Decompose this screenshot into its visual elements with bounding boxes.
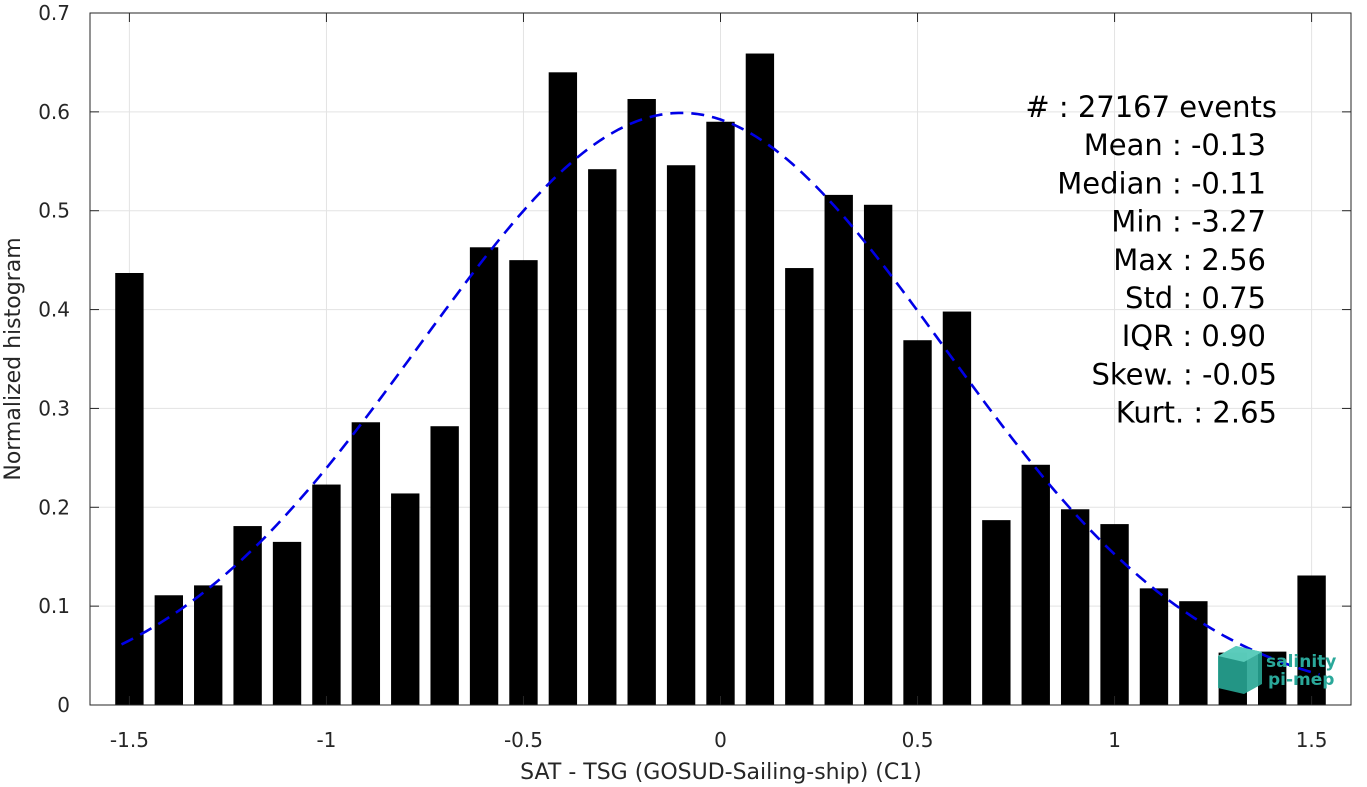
- logo-line-2: pi-mep: [1268, 670, 1334, 690]
- histogram-bar: [785, 268, 814, 705]
- x-tick-labels: -1.5 -1 -0.5 0 0.5 1 1.5: [110, 728, 1328, 752]
- histogram-bar: [391, 493, 420, 705]
- histogram-bar: [351, 422, 381, 705]
- stats-line: Min : -3.27: [1111, 205, 1266, 239]
- histogram-bar: [982, 520, 1011, 705]
- histogram-bar: [863, 204, 893, 706]
- histogram-bar: [312, 484, 341, 705]
- axis-ticks: [90, 12, 1351, 706]
- x-tick-label: 0: [714, 728, 727, 752]
- histogram-bar: [1060, 509, 1090, 705]
- histogram-bar: [1258, 651, 1287, 705]
- y-tick-label: 0.5: [38, 199, 70, 223]
- histogram-bar: [1139, 588, 1169, 705]
- stats-line: Std : 0.75: [1125, 281, 1266, 315]
- normal-fit-curve: [120, 111, 1320, 676]
- histogram-bar: [115, 272, 144, 705]
- histogram-bar: [469, 247, 499, 705]
- histogram-bar: [745, 53, 775, 705]
- histogram-bar: [1297, 575, 1326, 705]
- salinity-pimep-logo: salinity pi-mep: [1218, 646, 1336, 694]
- logo-line-1: salinity: [1266, 652, 1336, 672]
- x-tick-label: 1.5: [1296, 728, 1328, 752]
- logo-cube-shade: [1218, 646, 1262, 662]
- histogram-bar: [548, 72, 578, 706]
- histogram-bar: [154, 595, 183, 705]
- x-tick-label: 1: [1108, 728, 1121, 752]
- histogram-bar: [666, 165, 696, 706]
- histogram-bar: [194, 585, 223, 705]
- histogram-bar: [588, 169, 617, 706]
- y-tick-label: 0.6: [38, 100, 70, 124]
- y-tick-label: 0.2: [38, 495, 70, 519]
- stats-line: Max : 2.56: [1113, 243, 1266, 277]
- stats-line: # : 27167 events: [1025, 90, 1277, 124]
- histogram-bar: [903, 340, 932, 705]
- x-tick-label: -0.5: [504, 728, 543, 752]
- stats-line: Kurt. : 2.65: [1116, 396, 1277, 430]
- histogram-bar: [1100, 524, 1129, 705]
- histogram-bar: [942, 311, 972, 705]
- stats-line: IQR : 0.90: [1122, 319, 1266, 353]
- y-tick-label: 0.7: [38, 1, 70, 25]
- stats-annotation: # : 27167 events Mean : -0.13 Median : -0.…: [1025, 90, 1277, 430]
- histogram-bar: [272, 541, 302, 705]
- stats-line: Mean : -0.13: [1084, 128, 1266, 162]
- histogram-bar: [824, 194, 853, 705]
- histogram-bar: [430, 426, 459, 705]
- y-tick-label: 0.4: [38, 298, 70, 322]
- histogram-bar: [1021, 464, 1050, 705]
- stats-line: Skew. : -0.05: [1091, 357, 1277, 391]
- y-tick-label: 0: [57, 693, 70, 717]
- histogram-bar: [627, 99, 656, 705]
- x-axis-label: SAT - TSG (GOSUD-Sailing-ship) (C1): [520, 760, 922, 785]
- histogram-bar: [509, 260, 538, 705]
- histogram-bars: [115, 53, 1326, 706]
- y-tick-labels: 0 0.1 0.2 0.3 0.4 0.5 0.6 0.7: [38, 1, 70, 717]
- x-tick-label: 0.5: [902, 728, 934, 752]
- y-tick-label: 0.1: [38, 594, 70, 618]
- y-axis-label: Normalized histogram: [1, 237, 26, 480]
- x-tick-label: -1.5: [110, 728, 149, 752]
- stats-line: Median : -0.11: [1057, 166, 1266, 200]
- y-tick-label: 0.3: [38, 396, 70, 420]
- x-tick-label: -1: [316, 728, 336, 752]
- histogram-bar: [706, 121, 735, 705]
